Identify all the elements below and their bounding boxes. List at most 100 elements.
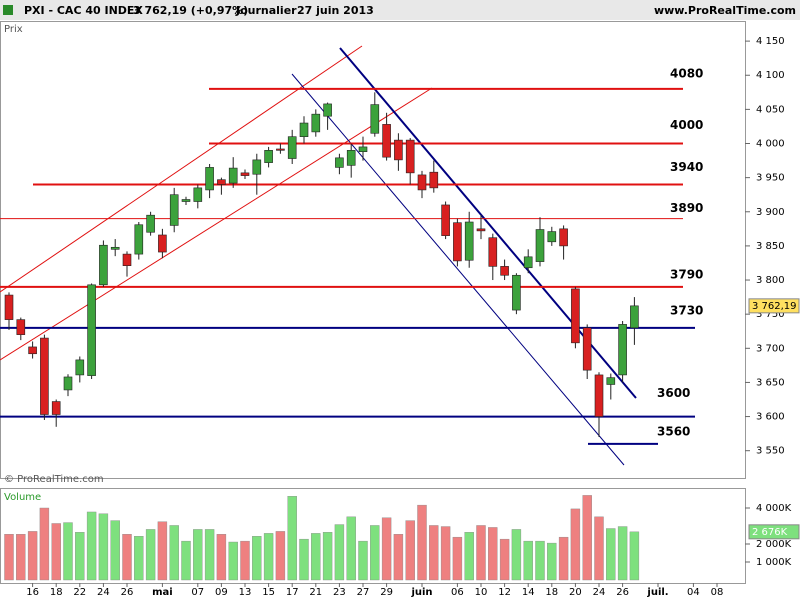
y-tick-label: 3 900: [756, 207, 785, 218]
candle-body: [276, 148, 285, 151]
volume-bar: [75, 532, 85, 581]
candle-body: [512, 274, 521, 311]
volume-bar: [275, 531, 286, 581]
x-tick-label: 20: [569, 587, 582, 598]
volume-bar: [299, 538, 309, 581]
candle-body: [429, 171, 439, 189]
trendline: [291, 73, 625, 466]
candle-body: [488, 237, 498, 267]
candle-body: [252, 159, 262, 175]
volume-bar: [193, 529, 203, 581]
x-tick-label: mai: [152, 587, 173, 598]
candle-body: [335, 157, 344, 168]
candle-body: [181, 199, 191, 202]
y-tick-label: 1 000K: [756, 557, 792, 568]
x-tick-label: 24: [593, 587, 606, 598]
volume-bar: [570, 508, 581, 581]
volume-bar: [405, 520, 415, 581]
candle-body: [405, 139, 415, 174]
volume-bar: [98, 513, 109, 581]
volume-bar: [417, 504, 427, 581]
y-tick-label: 3 550: [756, 446, 785, 457]
volume-bar: [535, 540, 545, 581]
candle-body: [582, 327, 592, 371]
candle-body: [523, 256, 533, 269]
candle-body: [110, 246, 120, 250]
volume-bar: [476, 525, 486, 581]
volume-bar: [228, 541, 238, 581]
volume-bar: [594, 516, 604, 581]
candle-body: [417, 174, 427, 191]
volume-bar: [440, 526, 451, 581]
volume-bar: [145, 529, 156, 581]
candle-body: [453, 222, 462, 262]
candle-body: [464, 221, 474, 261]
volume-bar: [240, 540, 250, 581]
quote: 3 762,19 (+0,97%): [133, 4, 248, 17]
candle-body: [264, 150, 273, 163]
candle-body: [571, 288, 580, 344]
candle-body: [4, 294, 14, 320]
x-tick-label: 04: [687, 587, 700, 598]
x-tick-label: 21: [309, 587, 322, 598]
candle-body: [630, 305, 639, 329]
level-label: 4080: [670, 66, 703, 80]
candle-body: [28, 346, 37, 355]
volume-bar: [27, 531, 38, 581]
footer: © ProRealTime.com: [4, 474, 104, 485]
volume-bar: [4, 534, 14, 581]
candle-body: [193, 187, 203, 202]
x-tick-label: 18: [50, 587, 63, 598]
candle-body: [217, 179, 226, 185]
volume-bar: [334, 524, 345, 581]
symbol: PXI - CAC 40 INDEX: [24, 4, 143, 17]
volume-bar: [311, 533, 321, 581]
candle-body: [370, 104, 380, 134]
volume-bar: [287, 496, 297, 581]
level-label: 3890: [670, 201, 703, 215]
volume-bar: [346, 516, 356, 581]
x-tick-label: 13: [239, 587, 252, 598]
volume-bar: [16, 534, 26, 581]
candle-body: [500, 266, 509, 276]
volume-bar: [216, 534, 227, 581]
candle-body: [87, 284, 96, 376]
last-value-box: [748, 298, 800, 314]
volume-bar: [523, 540, 533, 581]
x-tick-label: 09: [215, 587, 228, 598]
panel-title: Prix: [4, 24, 23, 35]
y-tick-label: 4 050: [756, 104, 785, 115]
level-label: 3790: [670, 267, 703, 281]
last-value-label: 2 676K: [752, 527, 788, 538]
candle-body: [287, 136, 297, 159]
volume-bar: [429, 525, 439, 581]
candle-body: [394, 139, 403, 161]
volume-bar: [169, 525, 179, 581]
candle-body: [16, 319, 26, 335]
x-tick-label: 18: [545, 587, 558, 598]
candle-body: [146, 214, 155, 233]
volume-bar: [511, 529, 522, 581]
volume-bar: [204, 529, 215, 581]
volume-bar: [252, 536, 262, 581]
candle-body: [75, 359, 85, 376]
volume-bar: [606, 528, 616, 581]
volume-bar: [263, 533, 274, 581]
candle-body: [134, 224, 144, 255]
y-tick-label: 3 850: [756, 241, 785, 252]
volume-bar: [488, 527, 498, 581]
volume-bar: [63, 522, 73, 581]
candle-body: [240, 172, 250, 176]
date: 27 juin 2013: [297, 4, 374, 17]
volume-bar: [157, 521, 168, 581]
candle-body: [346, 150, 356, 166]
candle-body: [158, 234, 167, 253]
y-tick-label: 2 000K: [756, 539, 792, 550]
volume-bar: [393, 534, 404, 581]
candle-body: [63, 376, 73, 391]
y-tick-label: 3 950: [756, 173, 785, 184]
candle-body: [559, 228, 568, 247]
x-tick-label: 26: [121, 587, 134, 598]
